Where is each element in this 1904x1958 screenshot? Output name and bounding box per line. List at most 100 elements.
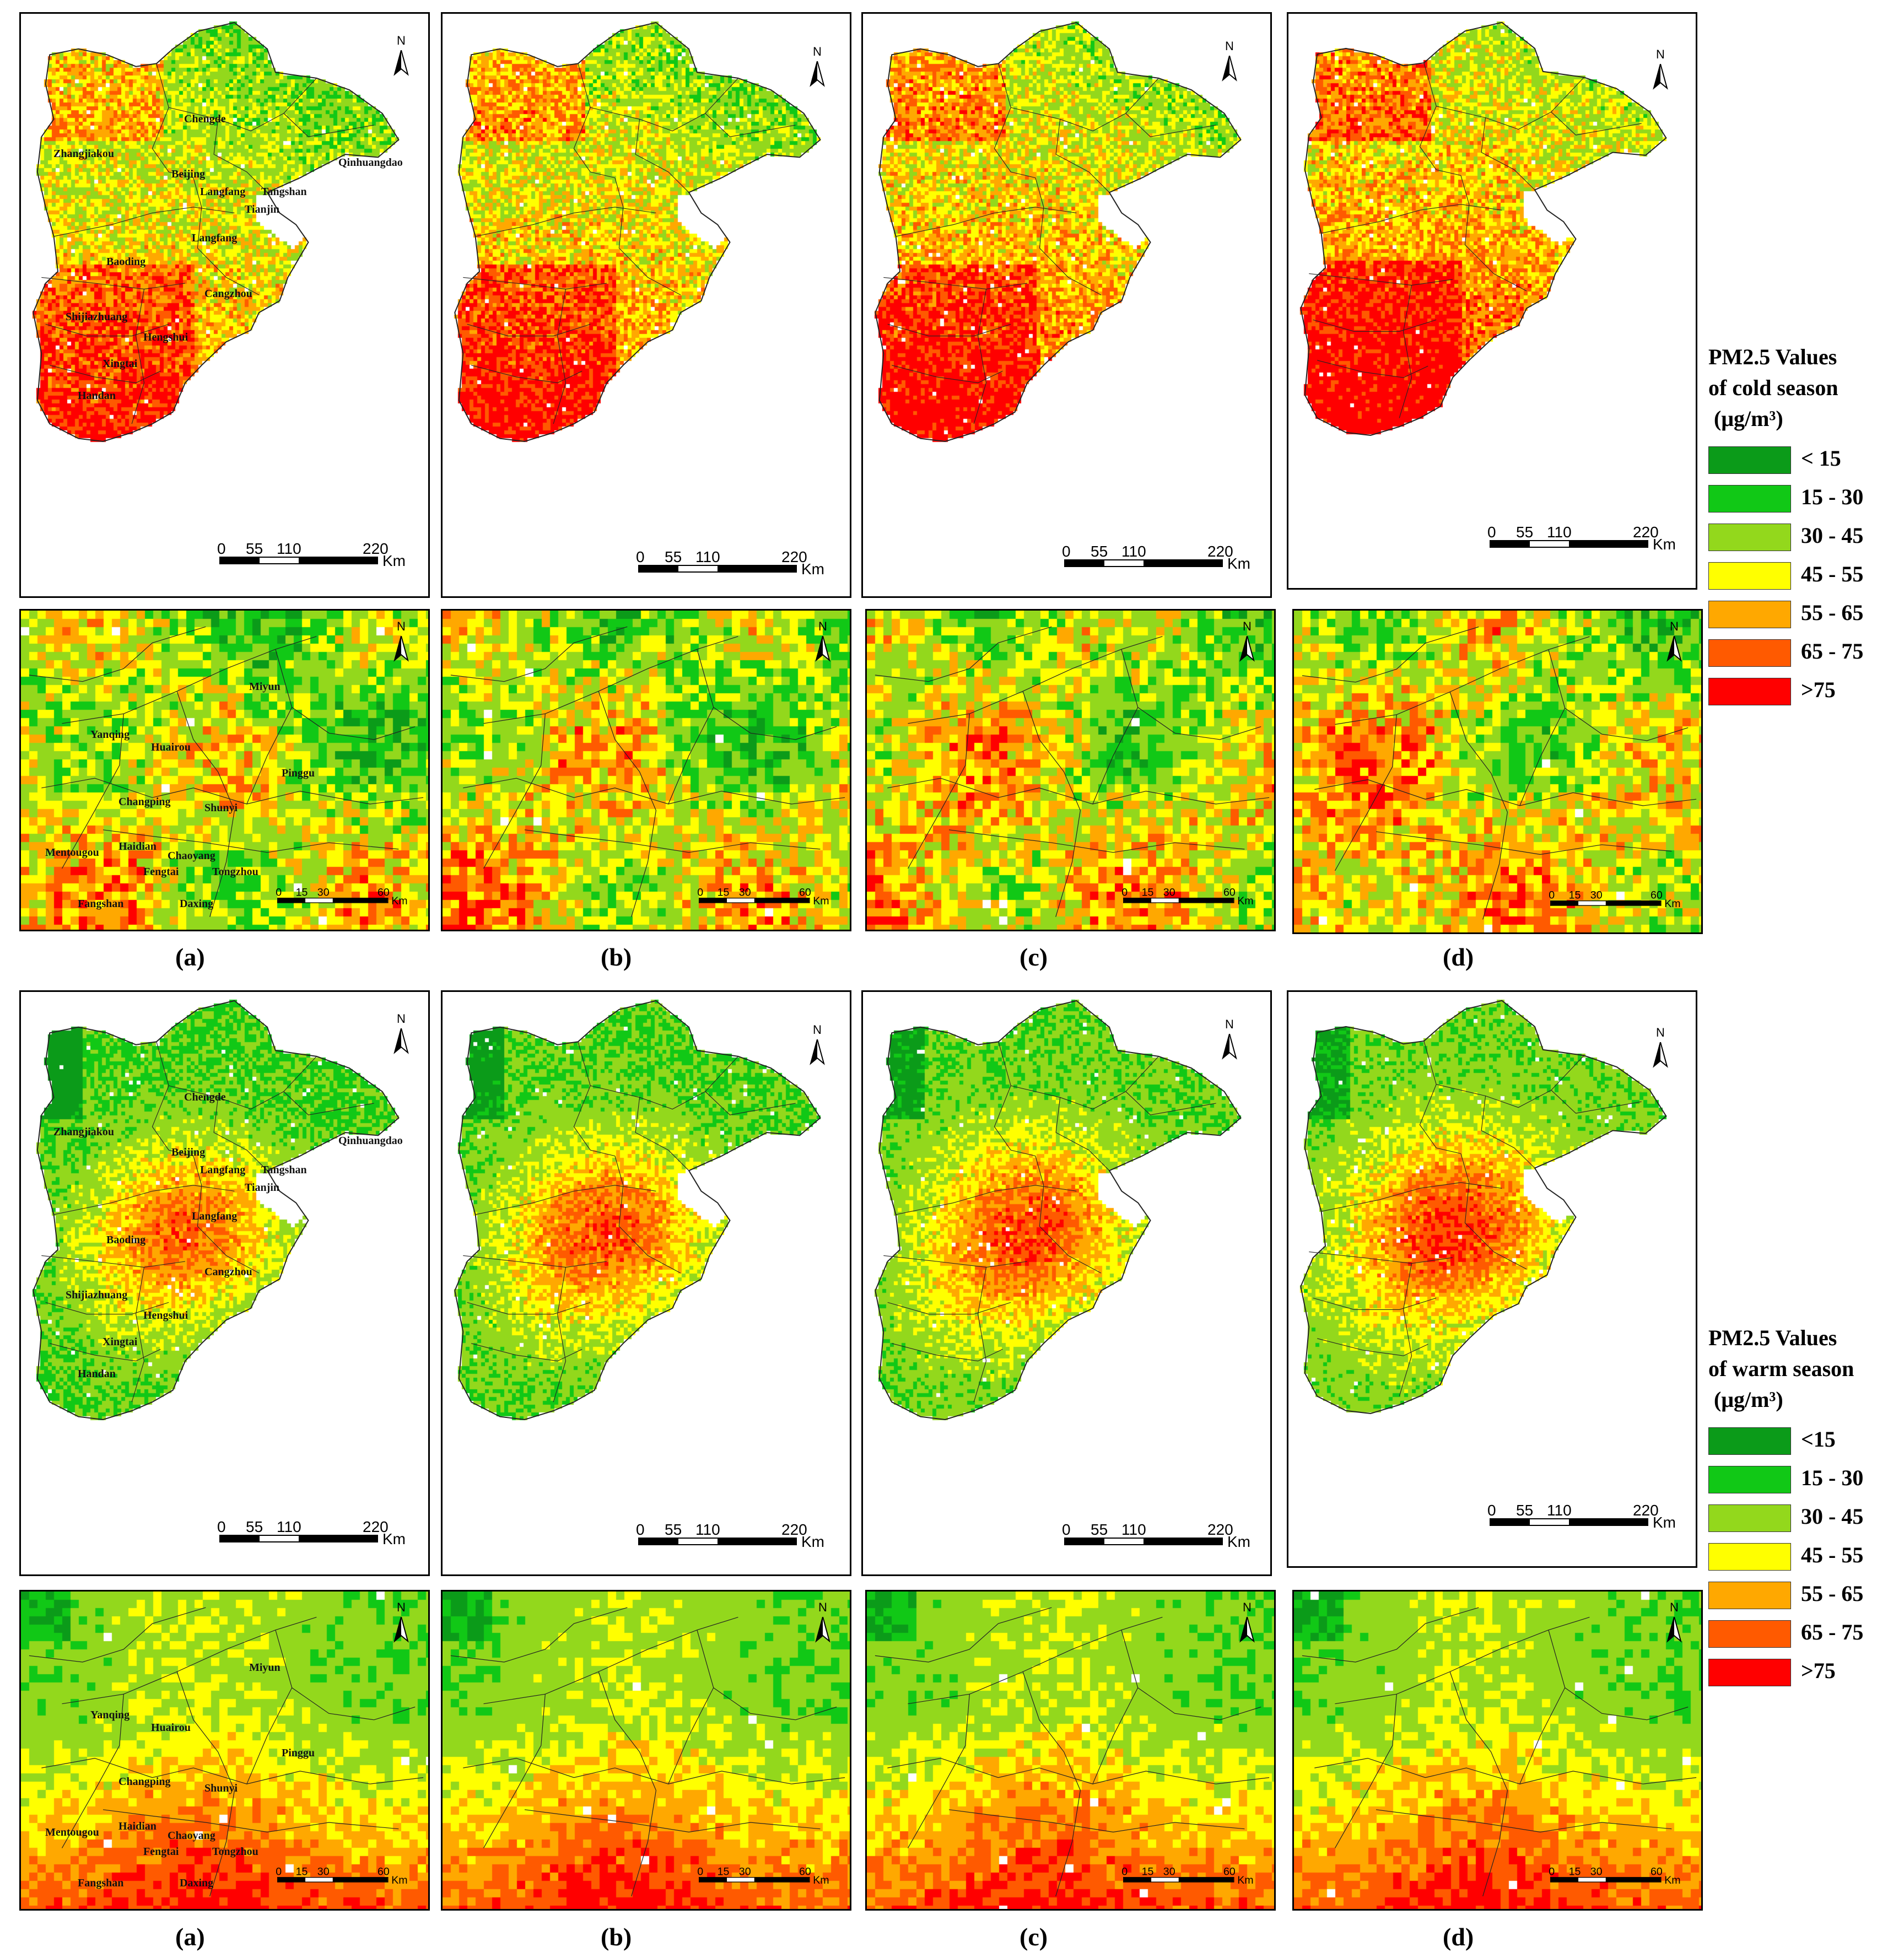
legend-item: <15 [1708, 1422, 1904, 1460]
pm25-raster [21, 14, 428, 596]
place-label: Haidian [118, 840, 157, 853]
north-arrow: N [1218, 39, 1240, 82]
legend-item: 55 - 65 [1708, 1576, 1904, 1615]
legend-unit: (μg/m³) [1714, 1387, 1783, 1412]
legend-item: >75 [1708, 1653, 1904, 1692]
scale-bar: 0 55 110 220 Km [217, 540, 406, 569]
north-arrow: N [1663, 619, 1685, 662]
legend-title-line2: of warm season [1708, 1356, 1854, 1381]
cold-region-map-d: N 0 55 110 220 Km [1287, 12, 1697, 590]
place-label: Shunyi [204, 802, 238, 814]
cold-beijing-map-c: N 0 15 30 60 Km [865, 609, 1276, 931]
north-arrow: N [390, 1600, 412, 1643]
place-label: Haidian [118, 1820, 157, 1832]
pm25-raster [443, 1592, 850, 1909]
place-label: Chaoyang [168, 850, 215, 862]
cold-beijing-map-a: N 0 15 30 60 Km Miyun Yanqing Huairou Pinggu Cha… [19, 609, 430, 931]
scale-bar: 0 55 110 220 Km [636, 548, 824, 578]
cold-region-map-a: N 0 55 110 220 Km Chengde Zhangjiakou Qinhuang… [19, 12, 430, 598]
scale-bar: 0 15 30 60 Km [276, 1865, 408, 1886]
north-arrow: N [1236, 1600, 1258, 1643]
place-label: Tangshan [261, 186, 307, 198]
scale-bar: 0 55 110 220 Km [1062, 1521, 1250, 1550]
warm-region-map-d: N 0 55 110 220 Km [1287, 990, 1697, 1568]
legend-swatch [1708, 1582, 1791, 1609]
north-arrow: N [1649, 47, 1671, 90]
place-label: Qinhuangdao [338, 1135, 403, 1147]
scale-bar: 0 15 30 60 Km [697, 1865, 829, 1886]
place-label: Mentougou [45, 846, 99, 859]
legend-swatch [1708, 639, 1791, 667]
legend-swatch [1708, 678, 1791, 705]
pm25-raster [867, 611, 1274, 930]
caption-c-warm: (c) [1020, 1923, 1048, 1951]
caption-b-warm: (b) [601, 1923, 632, 1951]
place-label: Daxing [180, 898, 214, 910]
legend-title-line1: PM2.5 Values [1708, 344, 1837, 369]
pm25-raster [867, 1592, 1274, 1909]
cold-beijing-map-d: N 0 15 30 60 Km [1292, 609, 1703, 934]
legend-item: 65 - 75 [1708, 1615, 1904, 1653]
place-label: Changping [118, 796, 171, 808]
legend-item: < 15 [1708, 441, 1904, 479]
legend-unit: (μg/m³) [1714, 406, 1783, 431]
place-label: Shunyi [204, 1782, 238, 1794]
place-label: Mentougou [45, 1826, 99, 1838]
caption-a-cold: (a) [175, 943, 205, 971]
place-label: Chengde [184, 113, 226, 125]
legend-item: 30 - 45 [1708, 518, 1904, 557]
place-label: Beijing [171, 1146, 206, 1158]
scale-bar: 0 55 110 220 Km [1062, 543, 1250, 572]
warm-region-map-a: N 0 55 110 220 Km Chengde Zhangjiakou Qinhuang… [19, 990, 430, 1576]
legend-swatch [1708, 1427, 1791, 1455]
legend-item: 65 - 75 [1708, 634, 1904, 672]
caption-b-cold: (b) [601, 943, 632, 971]
scale-bar: 0 55 110 220 Km [1487, 1502, 1676, 1531]
place-label: Tangshan [261, 1164, 307, 1176]
legend-swatch [1708, 524, 1791, 551]
place-label: Tianjin [245, 1182, 279, 1194]
legend-item: 15 - 30 [1708, 1460, 1904, 1499]
place-label: Fangshan [78, 1877, 124, 1889]
place-label: Beijing [171, 168, 206, 180]
legend-warm: PM2.5 Values of warm season (μg/m³) <15 … [1708, 1323, 1904, 1692]
north-arrow: N [806, 45, 828, 87]
place-label: Fengtai [143, 866, 179, 878]
north-arrow: N [1649, 1026, 1671, 1068]
place-label: Tongzhou [212, 1846, 258, 1858]
legend-swatch [1708, 485, 1791, 513]
legend-swatch [1708, 601, 1791, 628]
place-label: Daxing [180, 1877, 214, 1889]
place-label: Langfang [192, 1210, 238, 1222]
pm25-raster [863, 992, 1270, 1574]
legend-cold: PM2.5 Values of cold season (μg/m³) < 15… [1708, 342, 1904, 711]
north-arrow: N [812, 619, 834, 662]
north-arrow: N [390, 34, 412, 76]
place-label: Miyun [249, 681, 281, 693]
warm-beijing-map-c: N 0 15 30 60 Km [865, 1590, 1276, 1911]
legend-swatch [1708, 1543, 1791, 1571]
warm-beijing-map-a: N 0 15 30 60 Km Miyun Yanqing Huairou Pinggu Cha… [19, 1590, 430, 1911]
legend-swatch [1708, 562, 1791, 590]
legend-swatch [1708, 1659, 1791, 1686]
place-label: Cangzhou [204, 1266, 252, 1278]
caption-c-cold: (c) [1020, 943, 1048, 971]
place-label: Baoding [106, 256, 146, 268]
caption-d-warm: (d) [1443, 1923, 1474, 1951]
pm25-raster [1294, 611, 1701, 932]
legend-item: 55 - 65 [1708, 595, 1904, 634]
legend-title-line2: of cold season [1708, 375, 1838, 400]
warm-region-map-c: N 0 55 110 220 Km [861, 990, 1272, 1576]
place-label: Qinhuangdao [338, 157, 403, 169]
place-label: Huairou [151, 1722, 191, 1734]
place-label: Pinggu [282, 767, 315, 779]
place-label: Miyun [249, 1662, 281, 1674]
place-label: Yanqing [90, 1709, 130, 1721]
place-label: Handan [78, 1368, 116, 1380]
legend-swatch [1708, 446, 1791, 474]
north-arrow: N [1663, 1600, 1685, 1643]
place-label: Hengshui [143, 1309, 188, 1321]
pm25-raster [21, 992, 428, 1574]
pm25-raster [1288, 14, 1696, 588]
pm25-raster [863, 14, 1270, 596]
